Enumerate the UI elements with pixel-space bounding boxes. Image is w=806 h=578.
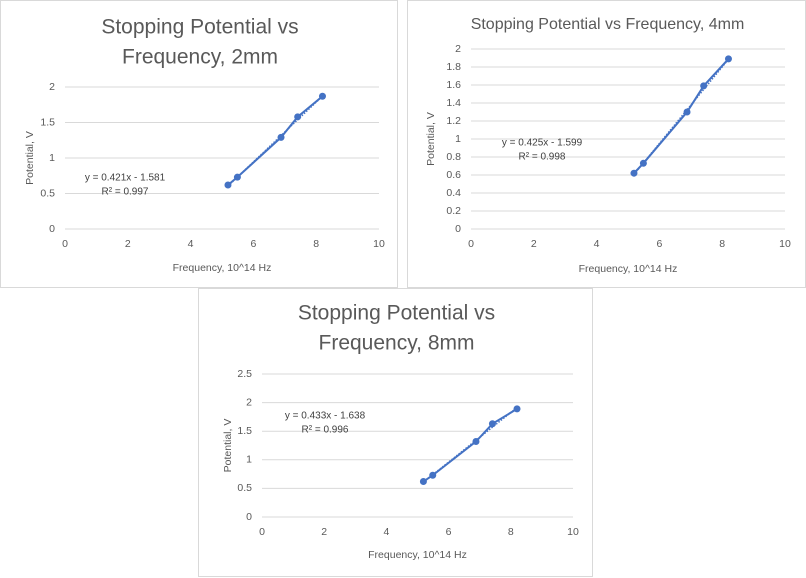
y-tick-label: 2	[49, 81, 55, 93]
data-point	[429, 471, 437, 479]
y-tick-label: 0.4	[446, 187, 461, 199]
x-tick-label: 4	[383, 526, 389, 538]
data-point	[277, 133, 285, 141]
y-tick-label: 1.5	[237, 425, 252, 437]
y-axis-label: Potential, V	[425, 112, 437, 166]
chart-title: Frequency, 8mm	[319, 332, 475, 355]
y-tick-label: 0	[49, 223, 55, 235]
data-point	[630, 169, 638, 177]
x-tick-label: 4	[594, 238, 600, 250]
data-point	[472, 437, 480, 445]
y-tick-label: 1.8	[446, 61, 461, 73]
chart-8mm-svg: Stopping Potential vs Frequency, 8mm 0 0.5 1…	[222, 302, 579, 561]
data-point	[419, 478, 427, 486]
y-tick-label: 0.6	[446, 169, 461, 181]
x-tick-label: 10	[373, 238, 385, 250]
chart-title: Frequency, 2mm	[122, 46, 278, 69]
x-tick-label: 2	[321, 526, 327, 538]
y-tick-label: 0.5	[237, 482, 252, 494]
x-tick-label: 6	[250, 238, 256, 250]
x-axis-label: Frequency, 10^14 Hz	[173, 262, 272, 274]
x-tick-label: 8	[313, 238, 319, 250]
trendline	[422, 407, 518, 483]
y-tick-label: 1.4	[446, 97, 461, 109]
trendline-equation: y = 0.433x - 1.638	[285, 411, 366, 422]
x-tick-label: 6	[446, 526, 452, 538]
x-tick-label: 6	[656, 238, 662, 250]
x-tick-label: 10	[567, 526, 579, 538]
y-tick-label: 0.8	[446, 151, 461, 163]
y-tick-label: 1	[49, 152, 55, 164]
data-point	[318, 92, 326, 100]
y-tick-label: 1	[455, 133, 461, 145]
data-point	[724, 55, 732, 63]
x-tick-label: 0	[62, 238, 68, 250]
x-tick-label: 2	[531, 238, 537, 250]
y-tick-label: 1.5	[40, 116, 55, 128]
data-point	[700, 82, 708, 90]
data-point	[513, 405, 521, 413]
data-point	[224, 181, 232, 189]
y-tick-label: 2	[455, 43, 461, 55]
series-line	[422, 408, 518, 483]
chart-2mm-svg: Stopping Potential vs Frequency, 2mm 0 0.5 1…	[24, 16, 385, 274]
chart-4mm-svg: Stopping Potential vs Frequency, 4mm 0 0.2…	[425, 16, 791, 275]
x-tick-label: 8	[719, 238, 725, 250]
y-axis-label: Potential, V	[222, 419, 234, 473]
data-point	[294, 113, 302, 121]
trendline-equation: y = 0.425x - 1.599	[502, 138, 583, 149]
data-point	[233, 173, 241, 181]
data-point	[488, 420, 496, 428]
trendline-r-squared: R² = 0.997	[102, 187, 149, 198]
y-tick-label: 0.5	[40, 187, 55, 199]
x-tick-label: 0	[468, 238, 474, 250]
data-point	[683, 108, 691, 116]
y-tick-label: 2.5	[237, 368, 252, 380]
chart-title: Stopping Potential vs Frequency, 4mm	[471, 16, 745, 33]
x-axis-label: Frequency, 10^14 Hz	[368, 549, 467, 561]
x-tick-label: 8	[508, 526, 514, 538]
y-tick-label: 2	[246, 396, 252, 408]
trendline-r-squared: R² = 0.996	[302, 425, 349, 436]
x-tick-label: 0	[259, 526, 265, 538]
chart-title: Stopping Potential vs	[298, 302, 495, 325]
x-tick-label: 10	[779, 238, 791, 250]
y-tick-label: 1	[246, 454, 252, 466]
x-axis-label: Frequency, 10^14 Hz	[579, 263, 678, 275]
chart-title: Stopping Potential vs	[101, 16, 298, 39]
y-tick-label: 1.6	[446, 79, 461, 91]
x-tick-label: 4	[188, 238, 194, 250]
trendline-r-squared: R² = 0.998	[519, 152, 566, 163]
trendline-equation: y = 0.421x - 1.581	[85, 173, 166, 184]
chart-4mm: Stopping Potential vs Frequency, 4mm 0 0.2…	[407, 0, 806, 288]
y-axis-label: Potential, V	[24, 131, 36, 185]
data-point	[639, 159, 647, 167]
x-tick-label: 2	[125, 238, 131, 250]
chart-2mm: Stopping Potential vs Frequency, 2mm 0 0.5 1…	[0, 0, 398, 288]
series-line	[227, 95, 324, 186]
y-tick-label: 1.2	[446, 115, 461, 127]
y-tick-label: 0	[455, 223, 461, 235]
y-tick-label: 0.2	[446, 205, 461, 217]
chart-8mm: Stopping Potential vs Frequency, 8mm 0 0.5 1…	[198, 288, 593, 577]
y-tick-label: 0	[246, 511, 252, 523]
